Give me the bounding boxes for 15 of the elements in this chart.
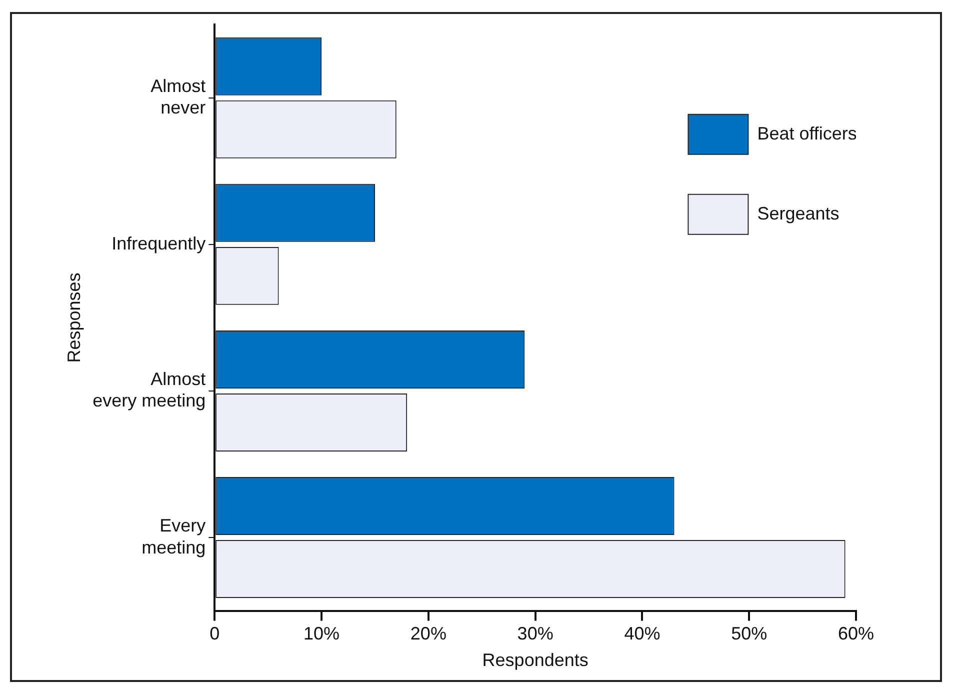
x-tick-label: 30%	[517, 624, 554, 644]
x-tick-label: 0	[210, 624, 220, 644]
legend-label: Sergeants	[757, 203, 840, 224]
x-tick-label: 50%	[731, 624, 768, 644]
legend-label: Beat officers	[757, 123, 857, 144]
y-tick-label: Infrequently	[112, 233, 206, 254]
y-tick-label: Almost never	[150, 76, 206, 118]
x-tick-label: 10%	[304, 624, 340, 644]
x-tick-label: 40%	[624, 624, 660, 644]
y-axis-title: Responses	[64, 272, 84, 363]
y-tick-label: Almost every meeting	[92, 369, 206, 411]
x-tick-label: 60%	[838, 624, 874, 644]
x-tick-label: 20%	[410, 624, 446, 644]
x-axis-title: Respondents	[482, 650, 588, 670]
y-tick-label: Every meeting	[142, 516, 206, 558]
